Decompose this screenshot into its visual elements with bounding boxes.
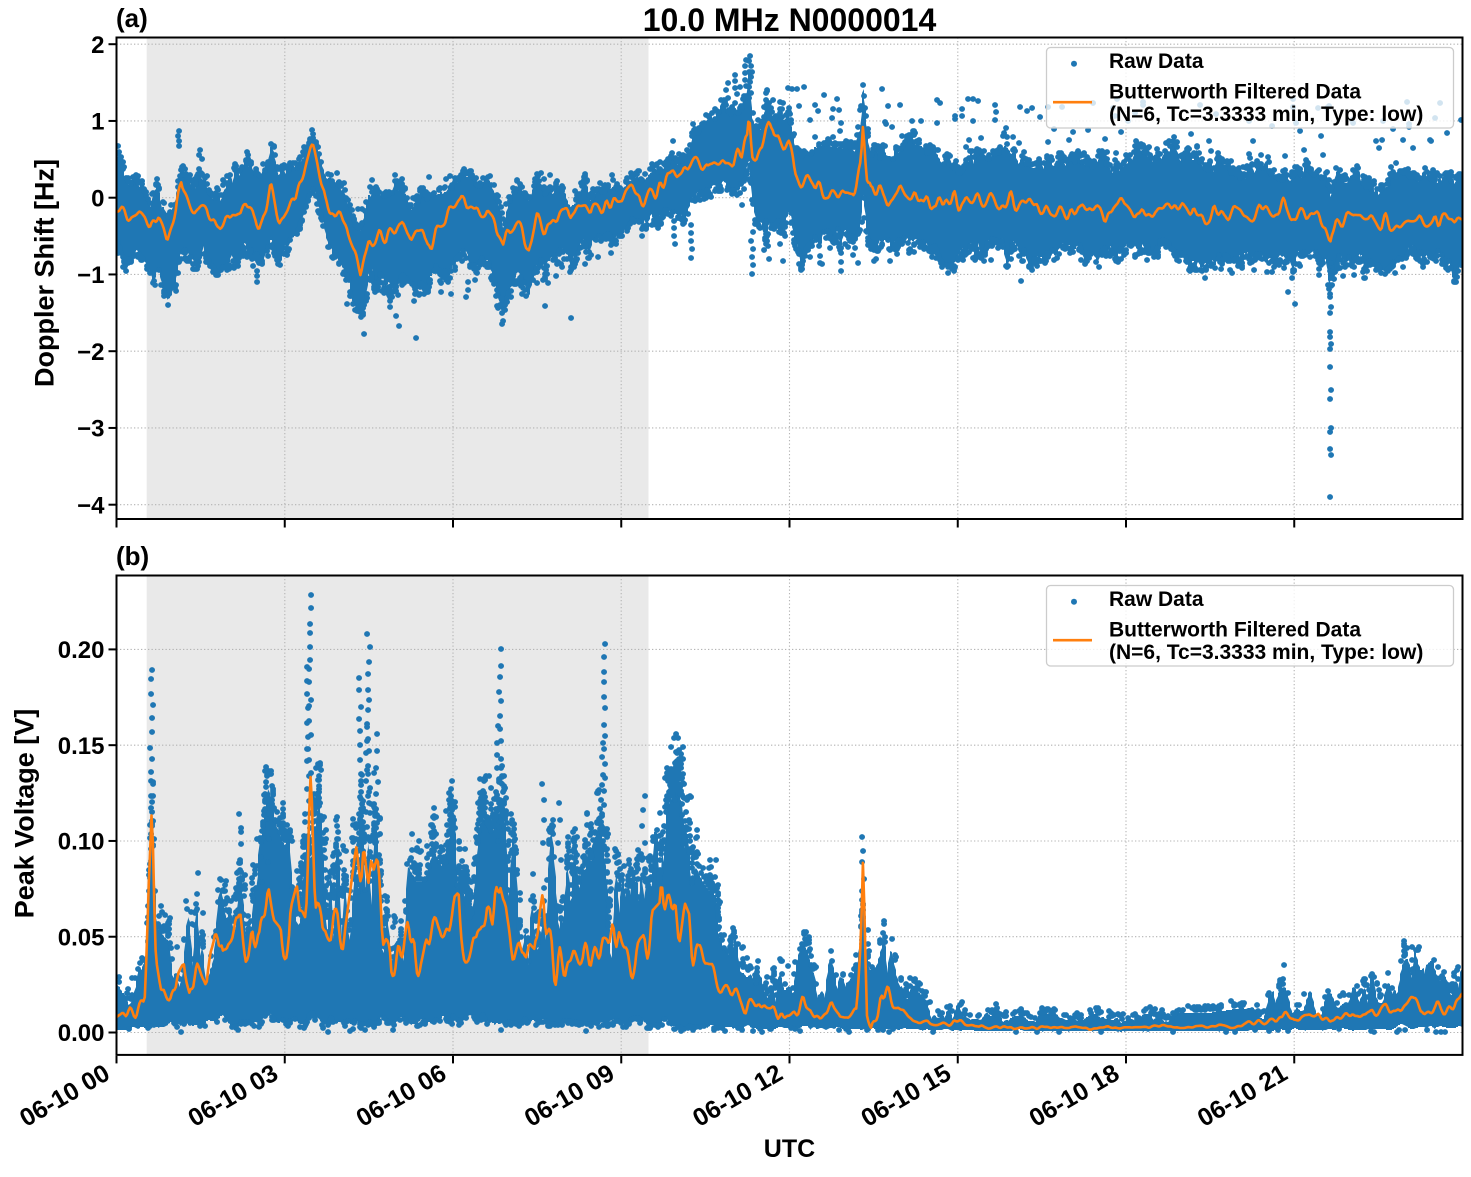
- svg-text:Raw Data: Raw Data: [1109, 588, 1204, 611]
- svg-text:0.15: 0.15: [58, 733, 105, 760]
- svg-text:(b): (b): [116, 541, 149, 571]
- svg-text:(a): (a): [116, 3, 148, 33]
- svg-text:Butterworth Filtered Data: Butterworth Filtered Data: [1109, 80, 1361, 103]
- svg-text:0.20: 0.20: [58, 637, 105, 664]
- svg-text:0: 0: [91, 185, 104, 212]
- svg-text:10.0 MHz N0000014: 10.0 MHz N0000014: [643, 2, 937, 38]
- svg-text:Peak Voltage [V]: Peak Voltage [V]: [10, 709, 40, 919]
- svg-text:−4: −4: [77, 492, 105, 519]
- svg-text:UTC: UTC: [764, 1135, 815, 1163]
- svg-text:(N=6, Tc=3.3333 min, Type: low: (N=6, Tc=3.3333 min, Type: low): [1109, 641, 1423, 664]
- svg-text:2: 2: [91, 32, 104, 59]
- svg-text:0.10: 0.10: [58, 829, 105, 856]
- svg-text:Butterworth Filtered Data: Butterworth Filtered Data: [1109, 618, 1361, 641]
- svg-text:−1: −1: [77, 262, 104, 289]
- svg-text:0.00: 0.00: [58, 1020, 105, 1047]
- svg-text:1: 1: [91, 109, 104, 136]
- svg-text:−3: −3: [77, 416, 104, 443]
- svg-text:−2: −2: [77, 339, 104, 366]
- svg-text:Raw Data: Raw Data: [1109, 50, 1204, 73]
- svg-text:0.05: 0.05: [58, 924, 105, 951]
- svg-text:Doppler Shift [Hz]: Doppler Shift [Hz]: [30, 159, 60, 387]
- svg-text:(N=6, Tc=3.3333 min, Type: low: (N=6, Tc=3.3333 min, Type: low): [1109, 103, 1423, 126]
